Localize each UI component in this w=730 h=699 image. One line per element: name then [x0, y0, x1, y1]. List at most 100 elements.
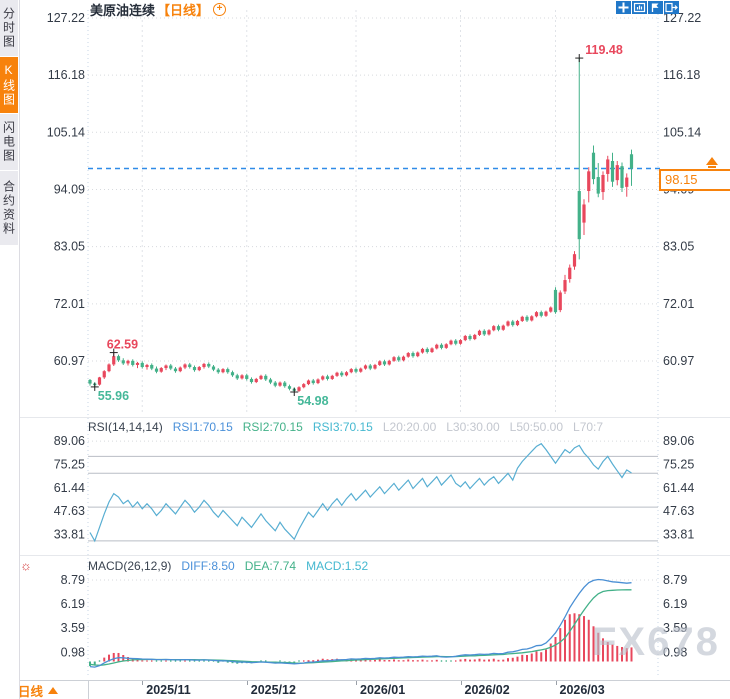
candle-body	[544, 311, 548, 316]
candle-body	[601, 174, 605, 193]
macd-hist-bar	[488, 659, 490, 662]
candle-body	[226, 369, 230, 373]
macd-hist-bar	[93, 661, 96, 666]
candle-body	[468, 335, 472, 340]
last-price-badge: 98.15	[659, 169, 730, 191]
x-axis-strip: 日线 2025/11 2025/12 2026/01 2026/02 2026/03	[0, 680, 730, 699]
macd-hist-bar	[592, 626, 595, 662]
macd-hist-bar	[469, 659, 471, 662]
candle-body	[558, 292, 562, 311]
axis-label: 61.44	[54, 481, 85, 495]
candle-body	[406, 353, 410, 357]
period-selector[interactable]: 日线	[0, 681, 89, 699]
crosshair-move-icon[interactable]	[616, 1, 631, 14]
candle-body	[107, 364, 111, 372]
axis-label: 105.14	[663, 125, 701, 139]
x-axis-tick	[356, 681, 357, 685]
candle-body	[150, 364, 154, 369]
x-axis-tick	[246, 681, 248, 685]
price-marker-arrow-base	[708, 166, 716, 168]
candle-body	[416, 352, 420, 357]
expand-right-icon[interactable]	[664, 1, 679, 14]
macd-hist-bar	[103, 657, 106, 662]
axis-label: 60.97	[663, 354, 694, 368]
macd-hist-dot	[174, 660, 177, 662]
macd-hist-bar	[606, 642, 609, 662]
sidebar-tab-3[interactable]: 闪电图	[0, 114, 18, 170]
candle-body	[254, 378, 258, 383]
sidebar-tab-1[interactable]: 分时图	[0, 0, 18, 56]
candle-body	[102, 371, 106, 378]
candle-body	[159, 368, 163, 372]
indicator-settings-icon[interactable]: ☼	[20, 558, 32, 573]
indicator-panel-icon[interactable]	[632, 1, 647, 14]
axis-label: 6.19	[61, 597, 85, 611]
price-marker-arrow-icon	[706, 157, 718, 165]
macd-hist-dot	[189, 660, 191, 662]
macd-hist-bar	[483, 659, 486, 662]
candle-body	[620, 166, 624, 188]
candle-body	[145, 364, 149, 368]
x-axis-tick	[142, 681, 144, 685]
candle-body	[197, 367, 201, 371]
candle-body	[97, 377, 102, 385]
macd-hist-bar	[426, 660, 429, 662]
macd-header: MACD(26,12,9) DIFF:8.50 DEA:7.74 MACD:1.52	[88, 559, 658, 572]
rsi-title: RSI(14,14,14)	[88, 420, 163, 433]
axis-label: 8.79	[663, 573, 687, 587]
macd-hist-dot	[265, 660, 267, 662]
candle-body	[207, 363, 211, 367]
candle-body	[430, 348, 434, 353]
macd-hist-bar	[388, 660, 391, 662]
rsi-line	[89, 442, 632, 543]
axis-label: 116.18	[663, 68, 700, 82]
candle-body	[463, 335, 467, 341]
add-indicator-icon[interactable]: +	[213, 2, 227, 16]
macd-hist-bar	[535, 651, 538, 662]
candle-body	[397, 357, 401, 361]
macd-hist-bar	[435, 659, 438, 662]
macd-hist-dot	[160, 660, 162, 662]
axis-label: 72.01	[663, 297, 694, 311]
candle-body	[373, 364, 377, 369]
candle-body	[401, 356, 406, 361]
candle-body	[321, 376, 325, 380]
macd-hist-bar	[317, 659, 319, 662]
macd-hist-bar	[597, 632, 600, 662]
candle-body	[520, 316, 524, 321]
macd-hist-bar	[478, 658, 481, 662]
macd-hist-bar	[578, 614, 581, 662]
candle-body	[287, 386, 292, 389]
candle-body	[515, 320, 520, 326]
axis-label: 116.18	[48, 68, 85, 82]
x-axis-tick	[460, 681, 462, 685]
price-annotation: 54.98	[297, 394, 328, 408]
candle-body	[534, 312, 539, 317]
axis-label: 33.81	[54, 527, 85, 541]
panel-divider	[19, 555, 730, 556]
macd-hist-dot	[179, 660, 181, 662]
chart-canvas[interactable]: 127.22 127.22 116.18 116.18 105.14 105.14 94.0…	[19, 0, 730, 699]
macd-hist-bar	[226, 661, 229, 663]
candle-body	[116, 356, 121, 361]
legend-item: MACD:1.52	[306, 559, 369, 572]
macd-hist-bar	[416, 660, 419, 662]
candle-body	[164, 365, 168, 369]
axis-label: 127.22	[663, 11, 701, 25]
rsi-header: RSI(14,14,14) RSI1:70.15 RSI2:70.15 RSI3:7…	[88, 420, 658, 433]
candle-body	[121, 360, 125, 364]
candle-body	[568, 267, 572, 280]
candle-body	[283, 382, 287, 387]
candle-body	[211, 366, 216, 370]
candle-body	[221, 369, 225, 373]
candle-body	[492, 326, 496, 331]
candle-body	[525, 316, 529, 321]
draw-flag-icon[interactable]	[648, 1, 663, 14]
candle-body	[330, 375, 334, 379]
sidebar-tab-4[interactable]: 合约资料	[0, 171, 18, 245]
candle-body	[591, 152, 596, 180]
candle-body	[506, 321, 510, 326]
candle-body	[511, 321, 515, 326]
sidebar-tab-2[interactable]: K线图	[0, 57, 18, 113]
macd-hist-bar	[545, 649, 547, 662]
